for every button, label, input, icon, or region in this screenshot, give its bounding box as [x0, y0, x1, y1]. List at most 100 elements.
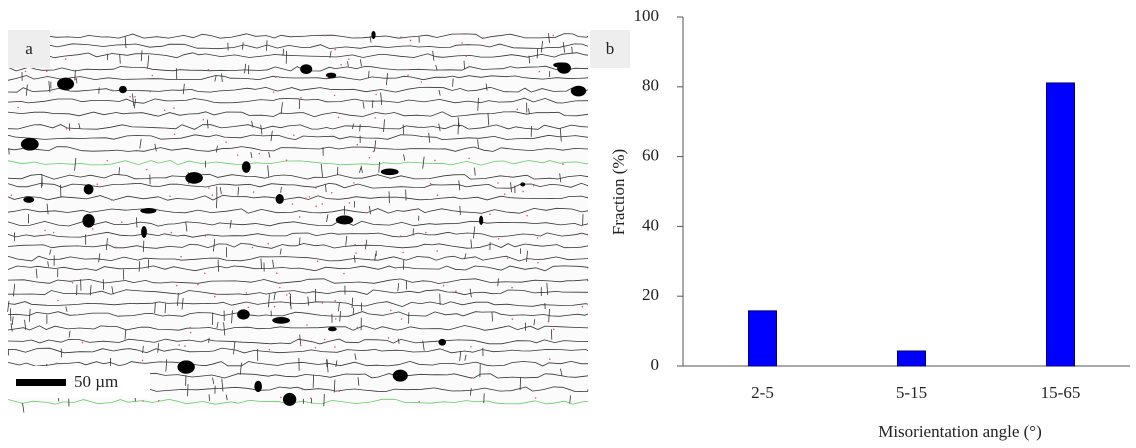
- grain-boundary: [139, 138, 142, 149]
- grain-boundary: [357, 377, 360, 386]
- speck: [461, 42, 463, 44]
- grain-boundary: [28, 308, 31, 322]
- grain-boundary: [273, 291, 276, 301]
- panel-label: a: [25, 39, 33, 58]
- speck: [390, 309, 392, 312]
- grain-boundary: [457, 122, 459, 135]
- grain-boundary: [131, 93, 135, 107]
- bar: [897, 350, 926, 367]
- grain-boundary: [438, 89, 441, 96]
- speck: [142, 400, 145, 402]
- grain-boundary: [473, 226, 476, 239]
- speck: [45, 70, 48, 73]
- grain-boundary: [7, 75, 589, 81]
- grain-boundary: [491, 311, 493, 322]
- x-tick-label: 5-15: [896, 383, 927, 402]
- grain-boundary: [272, 259, 274, 268]
- grain-boundary: [533, 319, 536, 326]
- grain-boundary: [528, 108, 530, 115]
- grain-boundary: [374, 253, 377, 261]
- grain-boundary: [559, 128, 562, 142]
- grain-boundary: [268, 294, 270, 308]
- scale-bar-label: 50 µm: [74, 372, 118, 391]
- grain-boundary: [368, 70, 370, 78]
- grain-boundary: [397, 283, 399, 292]
- grain-boundary: [385, 73, 388, 86]
- grain-boundary: [352, 123, 354, 130]
- grain-boundary: [347, 61, 349, 67]
- speck: [149, 90, 151, 93]
- grain-boundary: [307, 296, 310, 306]
- grain-boundary: [157, 343, 159, 353]
- grain-boundary: [289, 296, 292, 310]
- grain-boundary: [7, 86, 589, 93]
- y-tick-label: 20: [642, 285, 659, 304]
- grain-boundary: [12, 283, 16, 297]
- speck: [197, 283, 199, 286]
- grain-boundary: [280, 102, 283, 115]
- speck: [285, 159, 288, 162]
- grain-boundary: [208, 394, 210, 402]
- grain-boundary: [464, 253, 467, 260]
- grain-boundary: [231, 310, 233, 324]
- grain-boundary: [7, 159, 589, 166]
- speck: [470, 377, 472, 379]
- pore: [237, 309, 250, 320]
- grain-boundary: [428, 132, 431, 143]
- grain-boundary: [260, 124, 263, 135]
- speck: [211, 194, 214, 196]
- speck: [280, 396, 282, 399]
- grain-boundary: [215, 145, 218, 153]
- grain-boundary: [335, 360, 338, 368]
- grain-boundary: [345, 235, 348, 246]
- pore: [82, 213, 95, 228]
- grain-boundary: [119, 53, 121, 64]
- speck: [170, 231, 173, 234]
- pore: [254, 380, 262, 393]
- grain-boundary: [546, 282, 549, 295]
- grain-boundary: [147, 55, 150, 69]
- speck: [17, 106, 19, 109]
- speck: [482, 37, 484, 39]
- speck: [298, 216, 301, 218]
- grain-boundary: [353, 255, 356, 263]
- x-tick-label: 2-5: [751, 383, 774, 402]
- grain-boundary: [7, 194, 589, 201]
- grain-boundary: [142, 240, 145, 252]
- speck: [366, 211, 368, 214]
- pore: [185, 172, 203, 184]
- speck: [299, 344, 302, 347]
- speck: [314, 346, 317, 349]
- speck: [434, 159, 436, 162]
- speck: [145, 168, 148, 171]
- speck: [274, 76, 277, 78]
- grain-boundary: [326, 359, 328, 367]
- grain-boundary: [354, 353, 357, 360]
- grain-boundary: [7, 255, 589, 262]
- grain-boundary: [435, 64, 438, 71]
- speck: [293, 134, 295, 137]
- scale-bar: [16, 379, 66, 386]
- speck: [214, 295, 216, 298]
- grain-boundary: [463, 60, 465, 70]
- speck: [173, 107, 175, 109]
- speck: [52, 231, 55, 234]
- grain-boundary: [422, 156, 425, 169]
- grain-boundary: [267, 165, 270, 177]
- grain-boundary: [469, 288, 472, 298]
- grain-boundary: [7, 311, 589, 317]
- speck: [470, 345, 472, 348]
- grain-boundary: [324, 183, 327, 193]
- speck: [522, 190, 524, 193]
- speck: [503, 193, 506, 196]
- speck: [348, 202, 351, 204]
- grain-boundary: [477, 97, 479, 111]
- grain-boundary: [7, 207, 589, 214]
- grain-boundary: [403, 154, 406, 161]
- grain-boundary: [474, 167, 476, 176]
- speck: [74, 78, 77, 81]
- grain-boundary: [526, 250, 528, 262]
- grain-boundary: [237, 186, 239, 196]
- speck: [354, 243, 356, 246]
- x-tick-label: 15-65: [1041, 383, 1081, 402]
